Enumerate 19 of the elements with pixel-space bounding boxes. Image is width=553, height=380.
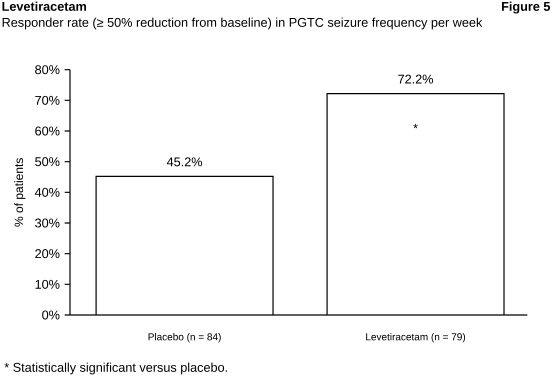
y-tick-label: 80% xyxy=(35,65,60,74)
caption: Figure 5 xyxy=(502,2,550,14)
data-label: 72.2% xyxy=(398,74,434,84)
chart-subtitle: Responder rate (≥ 50% reduction from baseline) in PGTC seizure frequency per week xyxy=(2,18,482,30)
y-tick-label: 10% xyxy=(36,280,60,289)
y-axis-title: % of patients xyxy=(14,158,26,227)
x-tick-label: Levetiracetam (n = 79) xyxy=(366,333,466,342)
y-tick-label: 50% xyxy=(35,157,60,166)
y-tick-label: 30% xyxy=(35,218,60,228)
x-tick-label: Placebo (n = 84) xyxy=(148,333,221,342)
y-tick-label: 40% xyxy=(34,188,60,197)
y-tick-label: 20% xyxy=(35,249,60,258)
annotation: * xyxy=(413,124,418,128)
y-tick-label: 70% xyxy=(35,96,60,105)
data-label: 45.2% xyxy=(166,157,202,166)
y-tick-label: 0% xyxy=(42,310,60,320)
y-tick-label: 60% xyxy=(35,126,60,136)
text: * Statistically significant versus placebo. xyxy=(4,362,227,374)
chart-title: Levetiracetam xyxy=(2,2,86,11)
